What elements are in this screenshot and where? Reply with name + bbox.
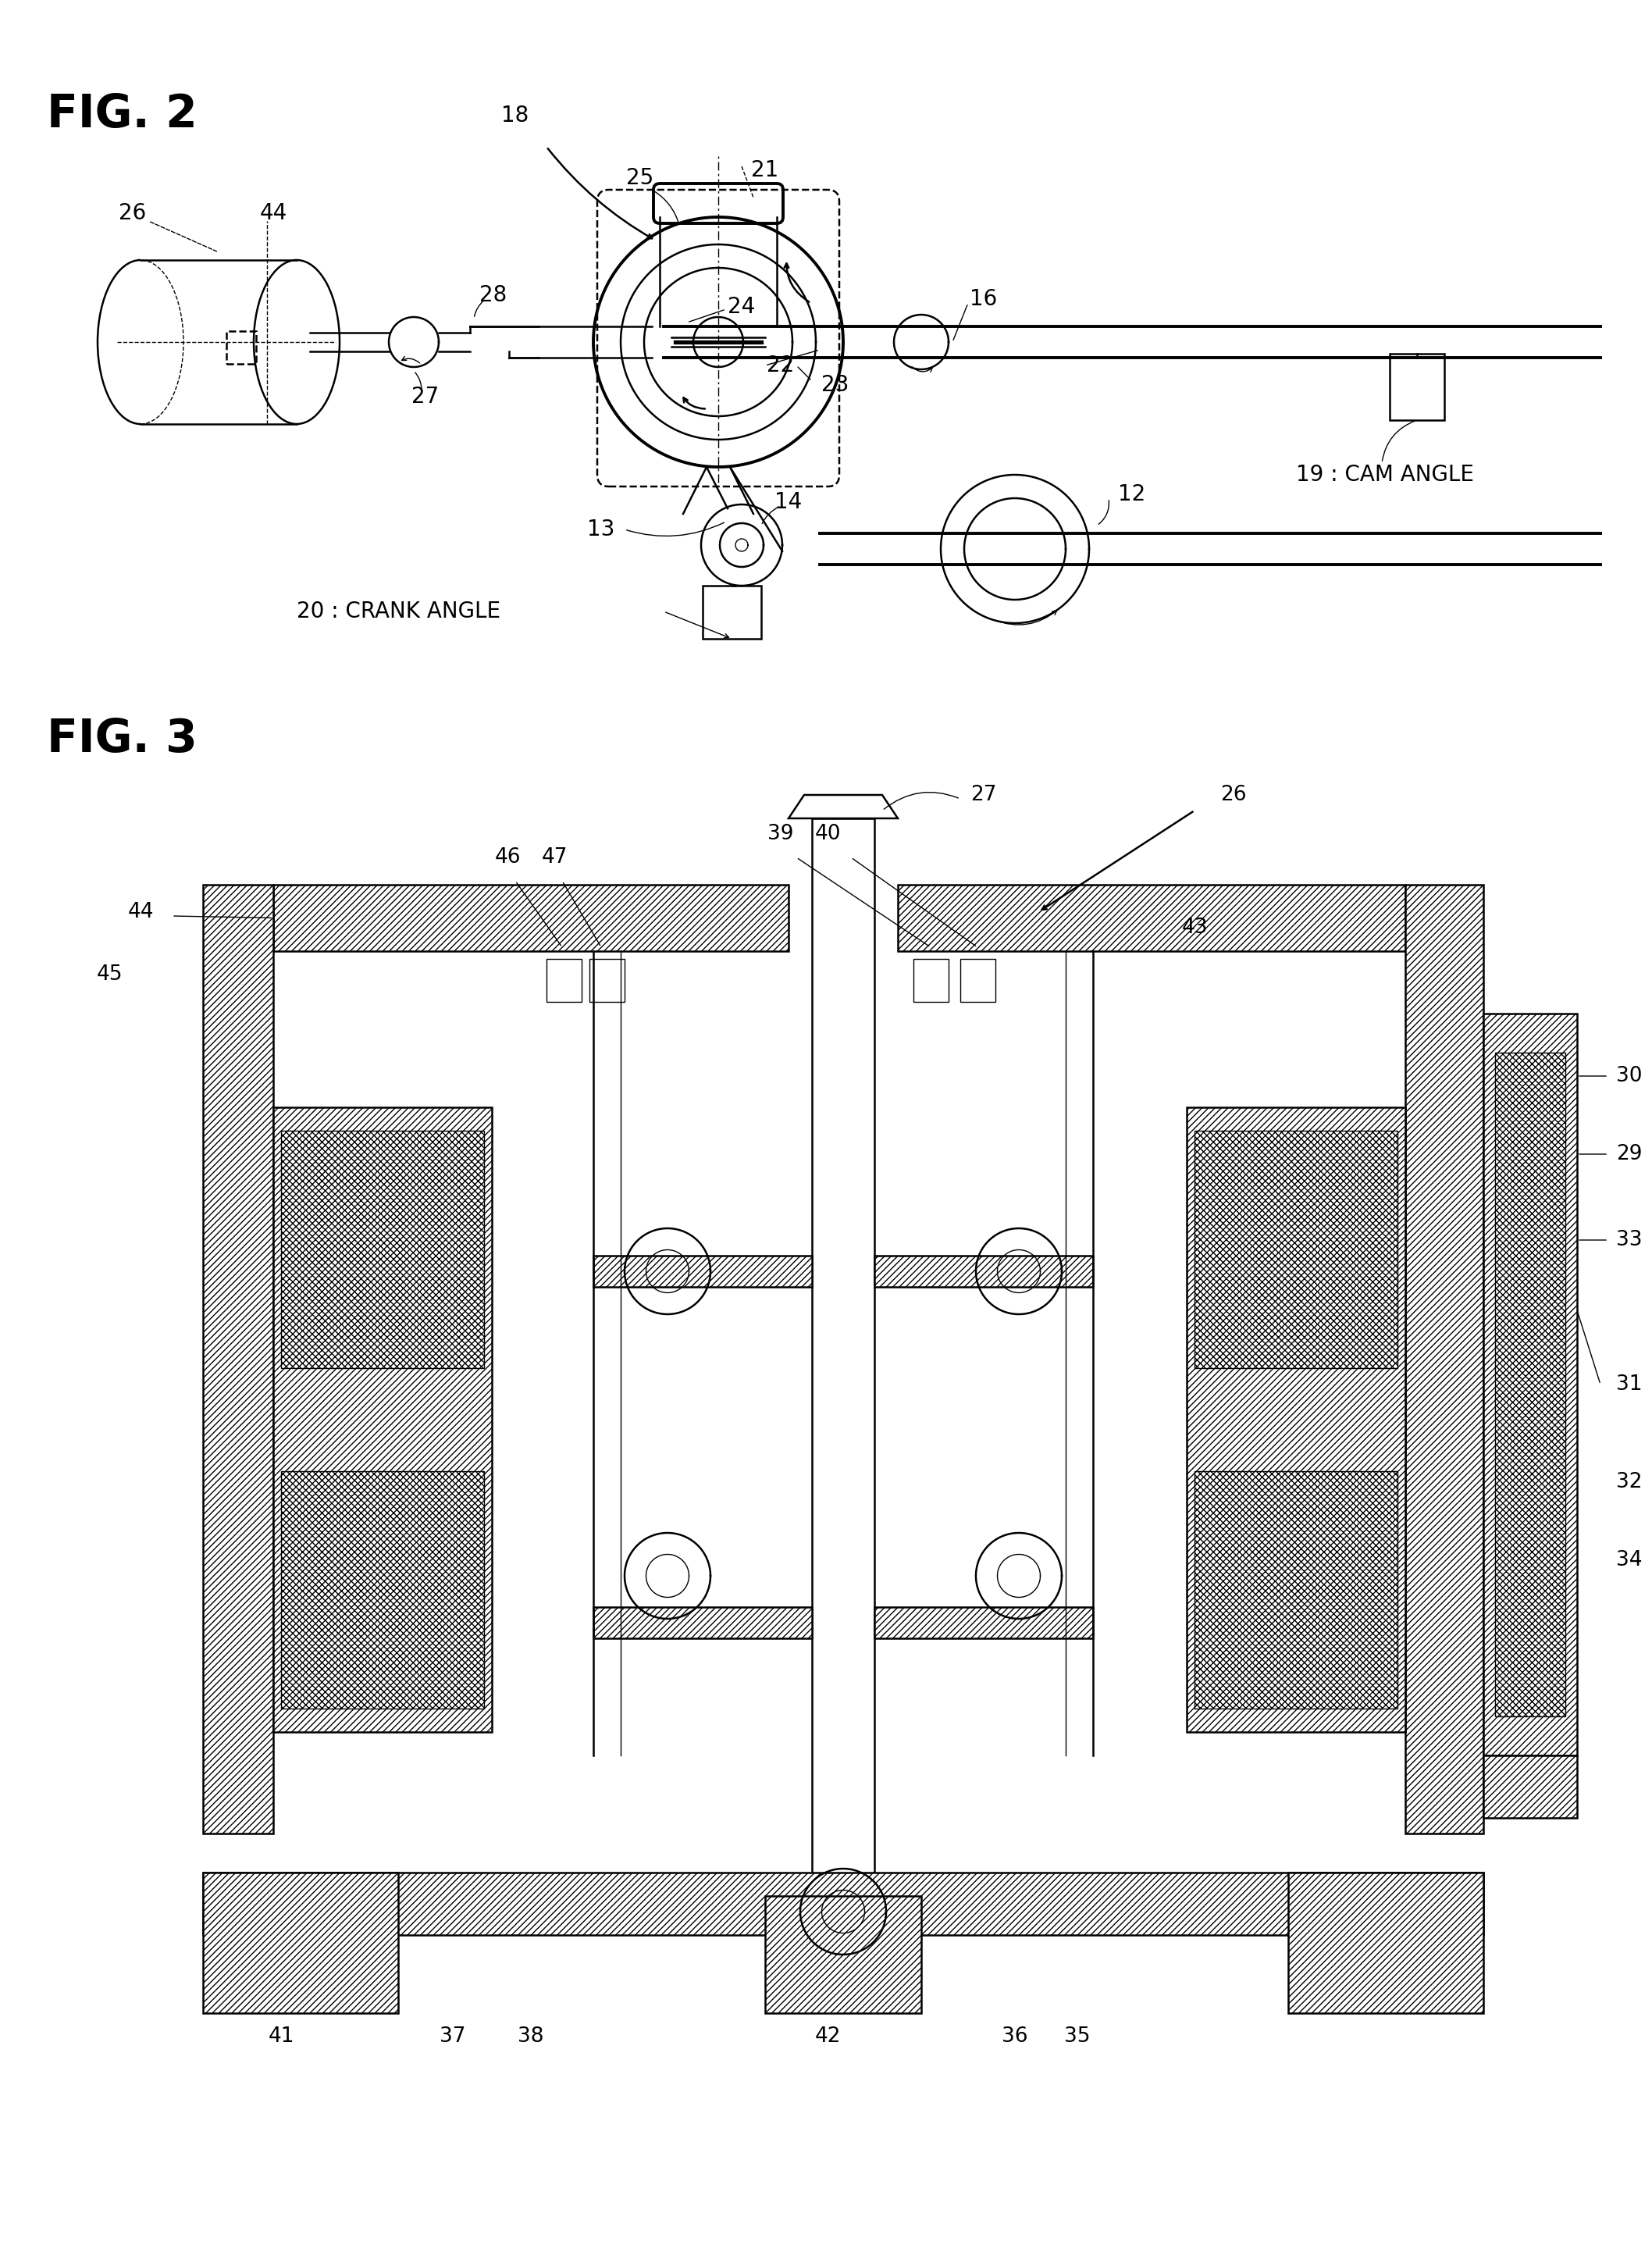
Bar [593, 1607, 811, 1638]
Text: 42: 42 [814, 2025, 841, 2046]
Ellipse shape [254, 260, 340, 423]
Bar [960, 960, 996, 1003]
Text: 35: 35 [1064, 2025, 1090, 2046]
Bar [273, 1107, 492, 1731]
Bar [1194, 1132, 1398, 1369]
Text: 46: 46 [494, 846, 520, 867]
Text: 25: 25 [626, 167, 654, 190]
Text: 26: 26 [119, 201, 147, 224]
Text: 22: 22 [767, 355, 795, 376]
Bar [1483, 1014, 1578, 1756]
Text: 26: 26 [1221, 785, 1247, 806]
Bar [281, 1132, 484, 1369]
Bar [1194, 1471, 1398, 1709]
Text: 27: 27 [411, 385, 439, 407]
Bar [593, 1256, 811, 1288]
Text: 20 : CRANK ANGLE: 20 : CRANK ANGLE [297, 600, 501, 622]
Bar [1289, 1872, 1483, 2014]
Bar [1186, 1107, 1406, 1731]
Text: 32: 32 [1616, 1471, 1642, 1491]
Bar [547, 960, 582, 1003]
Text: 19 : CAM ANGLE: 19 : CAM ANGLE [1295, 464, 1474, 487]
Text: 31: 31 [1616, 1374, 1642, 1394]
Bar [1495, 1052, 1566, 1715]
Bar [874, 1607, 1094, 1638]
Text: 47: 47 [542, 846, 567, 867]
Text: 16: 16 [970, 287, 998, 310]
Bar [1389, 353, 1444, 421]
Text: 13: 13 [588, 518, 615, 541]
Bar [226, 330, 256, 364]
Bar [765, 1896, 922, 2014]
Text: 40: 40 [814, 824, 841, 844]
Text: 29: 29 [1616, 1145, 1642, 1163]
Text: 44: 44 [259, 201, 287, 224]
Text: 21: 21 [752, 158, 778, 181]
Bar [273, 885, 788, 950]
Bar [1483, 1756, 1578, 1817]
Polygon shape [788, 794, 897, 819]
Text: FIG. 2: FIG. 2 [46, 93, 197, 136]
Bar [874, 1256, 1094, 1288]
Text: 14: 14 [775, 491, 803, 514]
Text: 34: 34 [1616, 1550, 1642, 1571]
Bar [203, 1872, 1483, 1935]
Text: 27: 27 [971, 785, 996, 806]
Bar [203, 885, 273, 1833]
Text: 39: 39 [768, 824, 795, 844]
Text: 36: 36 [1001, 2025, 1028, 2046]
Text: 24: 24 [729, 296, 755, 317]
Text: 18: 18 [502, 104, 529, 127]
Text: 38: 38 [517, 2025, 544, 2046]
Text: 23: 23 [821, 373, 849, 396]
Bar [590, 960, 624, 1003]
Text: 43: 43 [1181, 917, 1208, 937]
Bar [203, 1872, 398, 2014]
Text: 33: 33 [1616, 1229, 1642, 1249]
Text: 30: 30 [1616, 1066, 1642, 1086]
Bar [914, 960, 948, 1003]
Text: FIG. 3: FIG. 3 [46, 717, 197, 760]
Bar [1406, 885, 1483, 1833]
Bar [897, 885, 1406, 950]
Bar [811, 819, 874, 1989]
Text: 41: 41 [268, 2025, 294, 2046]
Text: 28: 28 [479, 285, 507, 306]
Text: 12: 12 [1118, 484, 1146, 505]
Text: 37: 37 [439, 2025, 466, 2046]
Text: 44: 44 [127, 903, 154, 923]
Bar [702, 586, 762, 638]
Bar [281, 1471, 484, 1709]
Text: 45: 45 [96, 964, 122, 984]
